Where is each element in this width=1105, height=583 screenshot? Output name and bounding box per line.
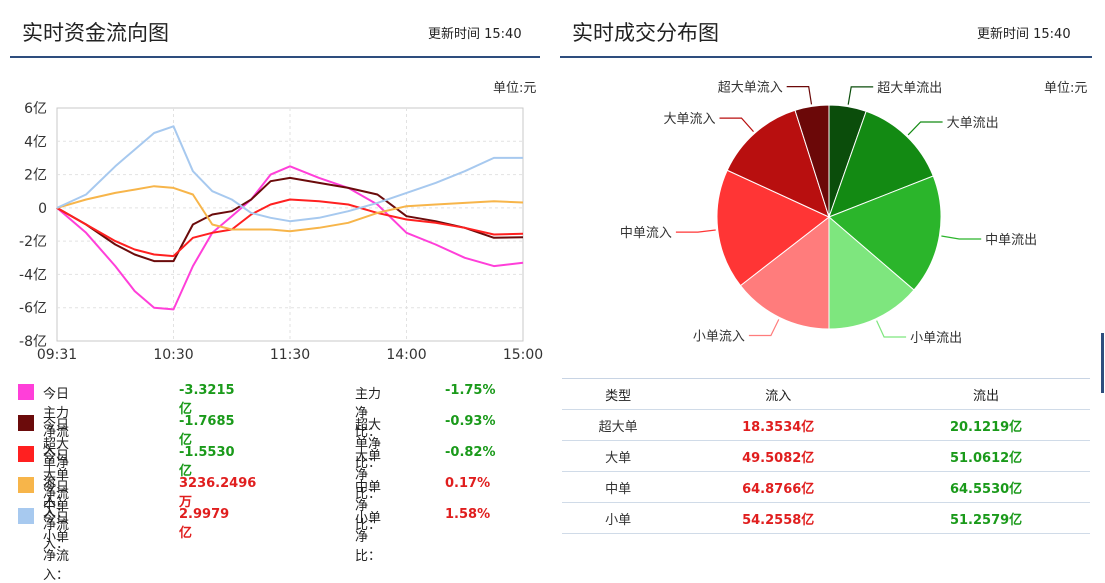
header-inflow: 流入	[674, 378, 883, 410]
legend-value: -1.5530亿	[179, 445, 235, 479]
pie-label-line	[675, 229, 716, 233]
legend-swatch	[18, 384, 34, 400]
table-row: 小单 54.2558亿 51.2579亿	[562, 502, 1090, 534]
x-tick-label: 15:00	[503, 347, 543, 363]
distribution-title-divider	[560, 56, 1092, 58]
series-line-3	[56, 185, 524, 233]
pie-slice-1	[828, 110, 934, 218]
pie-slice-4	[739, 215, 830, 330]
pie-label-line	[847, 86, 874, 105]
legend-ratio-label: 中单净比：	[355, 480, 382, 533]
row-inflow: 49.5082亿	[674, 440, 883, 472]
header-outflow: 流出	[882, 378, 1090, 410]
x-tick-label: 09:31	[37, 347, 77, 363]
pie-slice-label: 中单流入	[620, 226, 672, 241]
legend-value: -3.3215亿	[179, 383, 235, 417]
pie-slice-label: 中单流出	[985, 233, 1037, 248]
pie-slice-6	[726, 109, 830, 218]
legend-ratio-value: -1.75%	[445, 383, 496, 398]
row-inflow: 64.8766亿	[674, 471, 883, 503]
legend-value: -1.7685亿	[179, 414, 235, 448]
pie-slice-2	[828, 175, 942, 291]
distribution-chart-title: 实时成交分布图	[572, 21, 719, 45]
table-row: 超大单 18.3534亿 20.1219亿	[562, 409, 1090, 441]
pie-label-line	[786, 86, 813, 105]
y-tick-label: -8亿	[19, 334, 47, 350]
legend-ratio-value: 0.17%	[445, 476, 491, 491]
pie-slice-label: 小单流出	[910, 331, 962, 346]
y-tick-label: 6亿	[24, 101, 47, 117]
row-type: 大单	[562, 440, 675, 472]
pie-slice-label: 大单流入	[664, 112, 716, 127]
y-tick-label: -4亿	[19, 267, 47, 283]
pie-label-line	[719, 117, 754, 132]
series-line-0	[56, 165, 524, 311]
pie-slice-label: 大单流出	[947, 116, 999, 131]
legend-label: 今日超大单净流入：	[43, 418, 70, 509]
x-tick-label: 10:30	[153, 347, 193, 363]
row-outflow: 20.1219亿	[882, 409, 1090, 441]
legend-label: 今日大单净流入：	[43, 449, 70, 521]
legend-swatch	[18, 415, 34, 431]
series-line-4	[56, 125, 523, 223]
pie-slice-3	[828, 215, 915, 330]
x-tick-label: 14:00	[386, 347, 426, 363]
legend-swatch	[18, 446, 34, 462]
row-outflow: 51.0612亿	[882, 440, 1090, 472]
distribution-table: 类型 流入 流出 超大单 18.3534亿 20.1219亿 大单 49.508…	[562, 378, 1090, 534]
legend-ratio-label: 主力净比：	[355, 387, 382, 440]
pie-slice-7	[794, 104, 830, 218]
distribution-update-time: 更新时间 15:40	[977, 27, 1071, 42]
pie-label-line	[748, 319, 780, 337]
y-tick-label: 0	[38, 201, 47, 217]
flow-unit-label: 单位:元	[493, 81, 537, 96]
pie-slice-label: 超大单流入	[718, 81, 783, 96]
pie-label-line	[876, 320, 907, 338]
legend-label: 今日小单净流入：	[43, 511, 70, 583]
flow-title-divider	[10, 56, 540, 58]
legend-value: 3236.2496万	[179, 476, 257, 510]
row-type: 中单	[562, 471, 675, 503]
series-line-1	[56, 176, 524, 263]
scrollbar-thumb[interactable]	[1101, 333, 1104, 393]
legend-swatch	[18, 477, 34, 493]
table-row: 中单 64.8766亿 64.5530亿	[562, 471, 1090, 503]
pie-label-line	[941, 235, 982, 240]
legend-label: 今日主力净流入：	[43, 387, 70, 459]
row-inflow: 54.2558亿	[674, 502, 883, 534]
legend-ratio-value: -0.93%	[445, 414, 496, 429]
series-line-2	[56, 198, 524, 258]
row-outflow: 51.2579亿	[882, 502, 1090, 534]
legend-ratio-value: -0.82%	[445, 445, 496, 460]
flow-update-time: 更新时间 15:40	[428, 27, 522, 42]
legend-ratio-value: 1.58%	[445, 507, 491, 522]
header-type: 类型	[562, 378, 675, 410]
legend-swatch	[18, 508, 34, 524]
distribution-unit-label: 单位:元	[1044, 81, 1088, 96]
row-inflow: 18.3534亿	[674, 409, 883, 441]
pie-slice-label: 超大单流出	[877, 81, 942, 96]
y-tick-label: 2亿	[24, 168, 47, 184]
y-tick-label: 4亿	[24, 134, 47, 150]
pie-slice-label: 小单流入	[693, 330, 745, 345]
legend-ratio-label: 小单净比：	[355, 511, 382, 564]
legend-value: 2.9979亿	[179, 507, 230, 541]
row-type: 超大单	[562, 409, 675, 441]
y-tick-label: -6亿	[19, 301, 47, 317]
x-tick-label: 11:30	[270, 347, 310, 363]
table-header-row: 类型 流入 流出	[562, 378, 1090, 410]
table-row: 大单 49.5082亿 51.0612亿	[562, 440, 1090, 472]
pie-slice-5	[716, 169, 830, 287]
legend-ratio-label: 大单净比：	[355, 449, 382, 502]
legend-ratio-label: 超大单净比：	[355, 418, 382, 471]
row-type: 小单	[562, 502, 675, 534]
flow-chart-title: 实时资金流向图	[22, 21, 169, 45]
pie-label-line	[907, 121, 943, 136]
y-tick-label: -2亿	[19, 234, 47, 250]
row-outflow: 64.5530亿	[882, 471, 1090, 503]
